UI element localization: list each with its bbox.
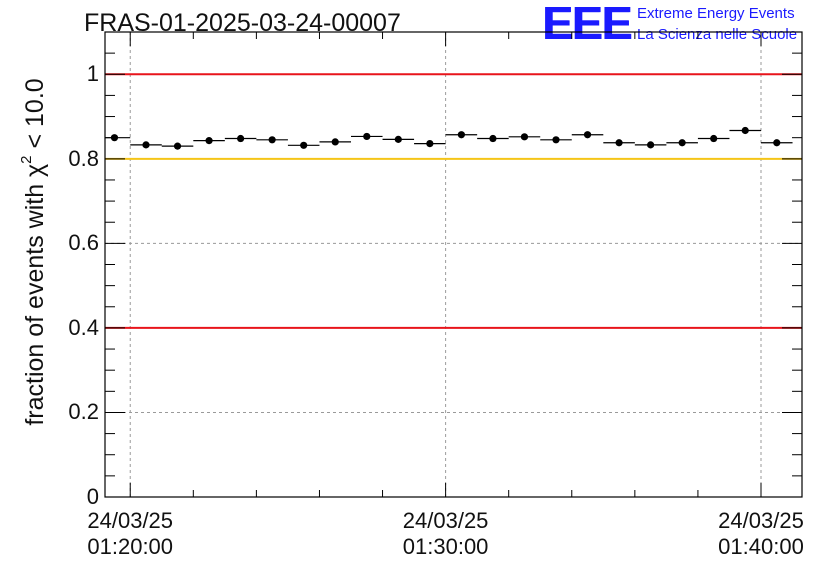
plot-frame [104,31,803,498]
data-point [426,140,434,148]
logo-mark: EEE [542,0,632,49]
data-point [205,137,213,145]
data-point [583,131,592,139]
data-point [741,126,749,135]
data-point [110,134,119,142]
data-point [457,131,465,139]
x-tick-date: 24/03/25 [87,508,174,533]
y-tick-label: 0.6 [68,230,99,256]
x-tick-time: 01:20:00 [87,534,174,559]
data-point [710,134,718,143]
y-tick-label: 0.4 [68,314,99,340]
eee-logo: EEE Extreme Energy Events La Scienza nel… [542,0,832,49]
y-tick-label: 0 [86,484,99,509]
data-point [552,136,560,144]
y-tick-label: 0.2 [68,399,99,425]
x-tick-date: 24/03/25 [718,508,804,533]
data-point [173,142,182,150]
data-point [647,141,655,149]
logo-line-1: Extreme Energy Events [637,5,795,22]
data-point [773,139,781,147]
data-point [268,136,276,144]
x-tick-label: 24/03/25 01:30:00 [381,508,511,560]
x-tick-time: 01:40:00 [718,534,804,559]
data-point [394,135,402,143]
x-tick-date: 24/03/25 [402,508,489,533]
y-tick-label: 1 [86,61,99,87]
data-point [678,139,686,147]
x-tick-time: 01:30:00 [402,534,489,559]
data-point [300,141,308,149]
data-point [615,139,623,147]
data-point [237,134,245,143]
x-tick-label: 24/03/25 01:40:00 [696,508,826,560]
y-tick-label: 0.8 [68,145,99,171]
data-point [520,133,529,141]
x-tick-label: 24/03/25 01:20:00 [65,508,195,560]
logo-line-2: La Scienza nelle Scuole [637,26,798,43]
data-point [489,134,497,143]
data-point [142,141,150,149]
data-point [331,138,339,146]
data-point [363,132,371,141]
